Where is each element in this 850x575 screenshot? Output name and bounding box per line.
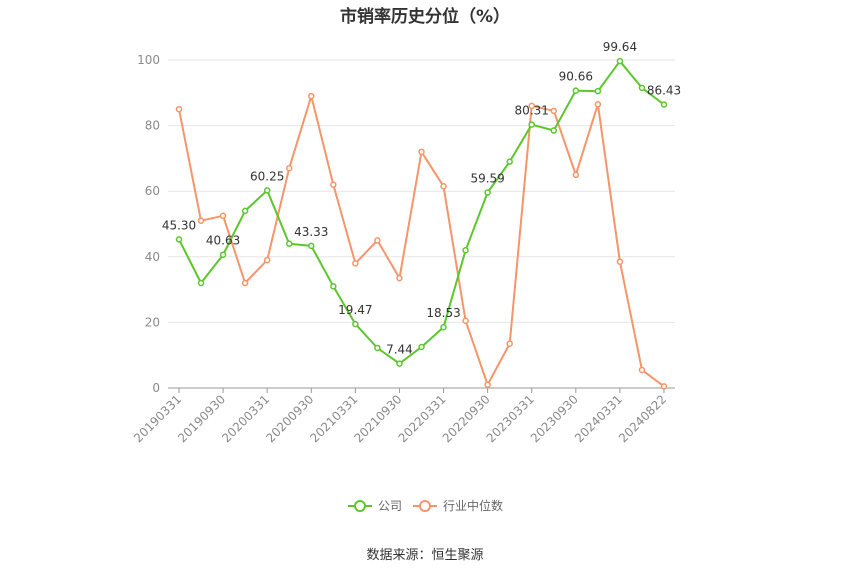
data-label: 18.53 xyxy=(426,306,460,320)
data-label: 45.30 xyxy=(162,218,196,232)
data-point xyxy=(572,171,580,179)
data-point xyxy=(528,102,535,110)
legend-label: 公司 xyxy=(378,499,402,513)
data-point xyxy=(660,383,668,390)
data-point xyxy=(308,242,315,250)
data-point xyxy=(396,274,403,282)
data-point xyxy=(352,320,359,328)
data-labels: 45.30 40.63 60.25 43.33 19.47 7.44 18.53 59.59 8… xyxy=(162,40,681,356)
data-point xyxy=(175,105,183,113)
data-label: 60.25 xyxy=(250,169,284,183)
data-point xyxy=(219,251,227,258)
x-tick-label: 20240822 xyxy=(616,392,669,445)
legend-item-1[interactable]: 行业中位数 xyxy=(413,498,503,513)
data-label: 90.66 xyxy=(559,70,593,84)
y-tick-label: 40 xyxy=(145,250,160,264)
series-lines xyxy=(175,57,668,390)
data-point xyxy=(197,279,205,287)
data-point xyxy=(638,366,646,374)
data-point xyxy=(330,283,337,290)
y-tick-label: 100 xyxy=(137,53,160,67)
legend-swatch-marker xyxy=(354,500,366,512)
data-point xyxy=(374,237,381,244)
data-point xyxy=(484,381,491,388)
data-point xyxy=(550,107,558,115)
data-point xyxy=(396,360,403,367)
data-point xyxy=(197,217,205,224)
series-line-0 xyxy=(178,60,665,365)
chart-title: 市销率历史分位（%） xyxy=(339,7,511,27)
data-point xyxy=(241,207,249,215)
data-point xyxy=(506,158,513,165)
data-label: 7.44 xyxy=(386,343,413,357)
legend[interactable]: 公司 行业中位数 xyxy=(348,498,503,513)
data-point xyxy=(440,323,447,331)
data-point xyxy=(263,187,271,194)
data-point xyxy=(263,256,271,264)
legend-label: 行业中位数 xyxy=(443,498,503,513)
data-point xyxy=(418,148,425,156)
data-point xyxy=(219,212,227,220)
data-source-note: 数据来源：恒生聚源 xyxy=(366,548,484,563)
data-point xyxy=(528,121,535,128)
x-axis-ticks: 2019033120190930202003312020093020210331… xyxy=(131,388,669,445)
series-line-1 xyxy=(178,95,665,388)
data-label: 86.43 xyxy=(647,84,681,98)
data-point xyxy=(484,189,491,196)
data-point xyxy=(308,92,315,100)
data-point xyxy=(550,127,558,134)
data-point xyxy=(572,87,580,94)
data-point xyxy=(616,258,624,265)
legend-swatch-marker xyxy=(419,500,431,512)
data-point xyxy=(352,260,359,267)
data-point xyxy=(660,101,668,108)
data-point xyxy=(285,164,293,172)
data-point xyxy=(616,57,624,65)
data-label: 40.63 xyxy=(206,234,240,248)
y-tick-label: 0 xyxy=(152,381,160,395)
y-axis-ticks: 0 20 40 60 80 100 xyxy=(137,53,160,395)
y-tick-label: 60 xyxy=(145,184,160,198)
data-point xyxy=(462,317,469,325)
legend-item-0[interactable]: 公司 xyxy=(348,499,402,513)
data-label: 43.33 xyxy=(294,225,328,239)
data-point xyxy=(594,101,602,108)
data-point xyxy=(594,87,602,95)
data-point xyxy=(638,84,646,92)
data-point xyxy=(241,279,249,287)
data-point xyxy=(506,340,513,347)
data-point xyxy=(440,183,447,190)
data-label: 80.31 xyxy=(515,104,549,118)
data-point xyxy=(418,343,425,351)
data-point xyxy=(330,181,337,188)
data-label: 19.47 xyxy=(338,303,372,317)
data-point xyxy=(462,246,469,254)
y-tick-label: 80 xyxy=(145,119,160,133)
data-label: 99.64 xyxy=(603,40,637,54)
data-point xyxy=(175,236,183,243)
data-point xyxy=(285,240,293,247)
data-label: 59.59 xyxy=(470,172,504,186)
y-tick-label: 20 xyxy=(145,315,160,329)
data-point xyxy=(374,344,381,352)
